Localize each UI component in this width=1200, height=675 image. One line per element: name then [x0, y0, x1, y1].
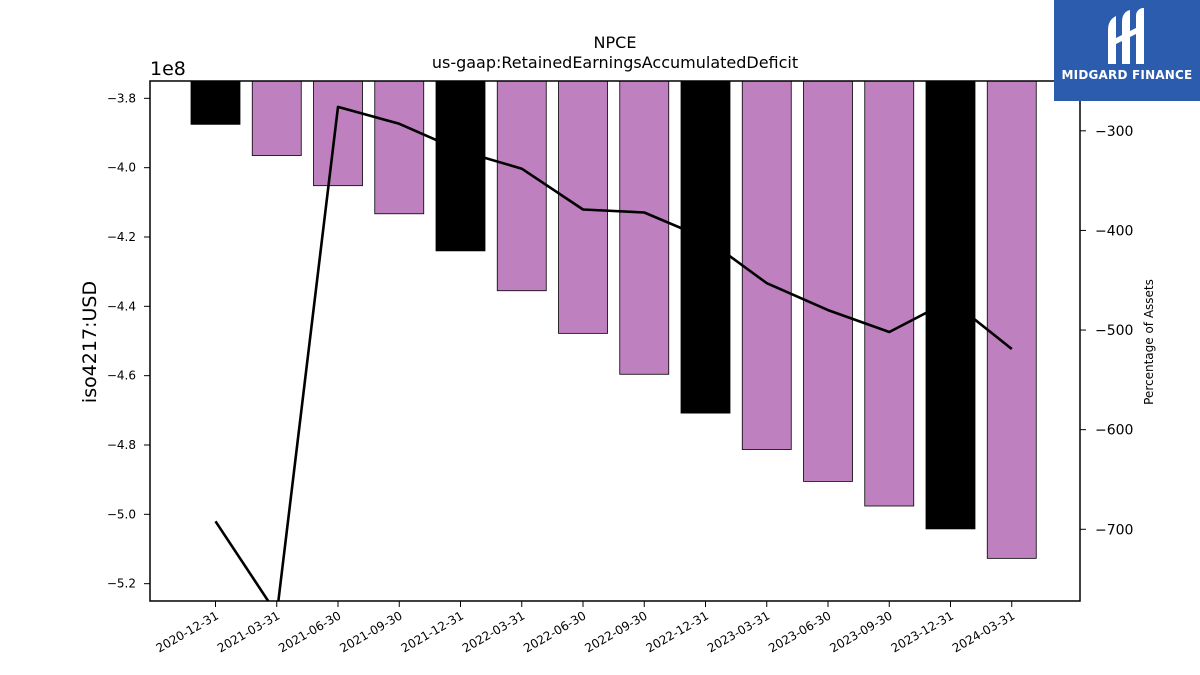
chart-title: NPCE	[594, 33, 637, 52]
y-tick-label: −4.0	[107, 161, 136, 175]
plot-frame	[149, 80, 1081, 602]
x-tick-label: 2020-12-31	[154, 608, 221, 655]
y-tick-label: −5.0	[107, 507, 136, 521]
bar	[986, 80, 1037, 559]
logo-text: MIDGARD FINANCE	[1061, 68, 1193, 82]
bar	[680, 80, 731, 414]
y2-tick-label: −700	[1095, 522, 1133, 538]
x-tick-label: 2023-03-31	[705, 608, 772, 655]
line-layer	[214, 105, 1013, 601]
x-tick-label: 2021-06-30	[276, 608, 343, 655]
y-tick-label: −5.2	[107, 577, 136, 591]
x-tick-label: 2024-03-31	[950, 608, 1017, 655]
x-tick-label: 2023-12-31	[889, 608, 956, 655]
y-axis-label: iso4217:USD	[79, 281, 101, 403]
y2-axis: −300 −400 −500 −600 −700	[1080, 124, 1133, 538]
bar	[190, 80, 241, 125]
midgard-finance-logo: MIDGARD FINANCE	[1054, 0, 1200, 101]
bar	[619, 80, 670, 375]
bar	[374, 80, 425, 215]
x-tick-label: 2023-09-30	[827, 608, 894, 655]
y-tick-label: −4.4	[107, 299, 136, 313]
bar	[313, 80, 363, 187]
x-tick-label: 2022-06-30	[521, 608, 588, 655]
x-tick-label: 2021-09-30	[337, 608, 404, 655]
offset-label: 1e8	[150, 58, 186, 80]
bar	[864, 80, 915, 507]
bar	[741, 80, 792, 450]
y-tick-label: −4.8	[107, 438, 136, 452]
x-axis: 2020-12-312021-03-312021-06-302021-09-30…	[154, 601, 1017, 655]
y2-tick-label: −600	[1095, 423, 1133, 439]
y-tick-label: −4.2	[107, 230, 136, 244]
y2-axis-label: Percentage of Assets	[1142, 279, 1156, 405]
chart-subtitle: us-gaap:RetainedEarningsAccumulatedDefic…	[432, 53, 798, 72]
x-tick-label: 2023-06-30	[766, 608, 833, 655]
x-tick-label: 2021-03-31	[215, 608, 282, 655]
bars-layer	[190, 80, 1037, 559]
bar	[435, 80, 486, 252]
x-tick-label: 2022-12-31	[644, 608, 711, 655]
x-tick-label: 2021-12-31	[399, 608, 466, 655]
x-tick-label: 2022-09-30	[582, 608, 649, 655]
y-tick-label: −3.8	[107, 91, 136, 105]
y-axis: −3.8 −4.0 −4.2 −4.4 −4.6 −4.8 −5.0 −5.2	[107, 91, 150, 591]
logo-mark-icon	[1108, 8, 1144, 64]
bar	[803, 80, 853, 482]
bar	[496, 80, 547, 292]
y-tick-label: −4.6	[107, 369, 136, 383]
x-tick-label: 2022-03-31	[460, 608, 527, 655]
series-line	[214, 105, 1013, 601]
bar	[251, 80, 302, 156]
y2-tick-label: −300	[1095, 124, 1133, 140]
y2-tick-label: −500	[1095, 323, 1133, 339]
bar	[925, 80, 976, 530]
bar	[558, 80, 608, 334]
y2-tick-label: −400	[1095, 223, 1133, 239]
